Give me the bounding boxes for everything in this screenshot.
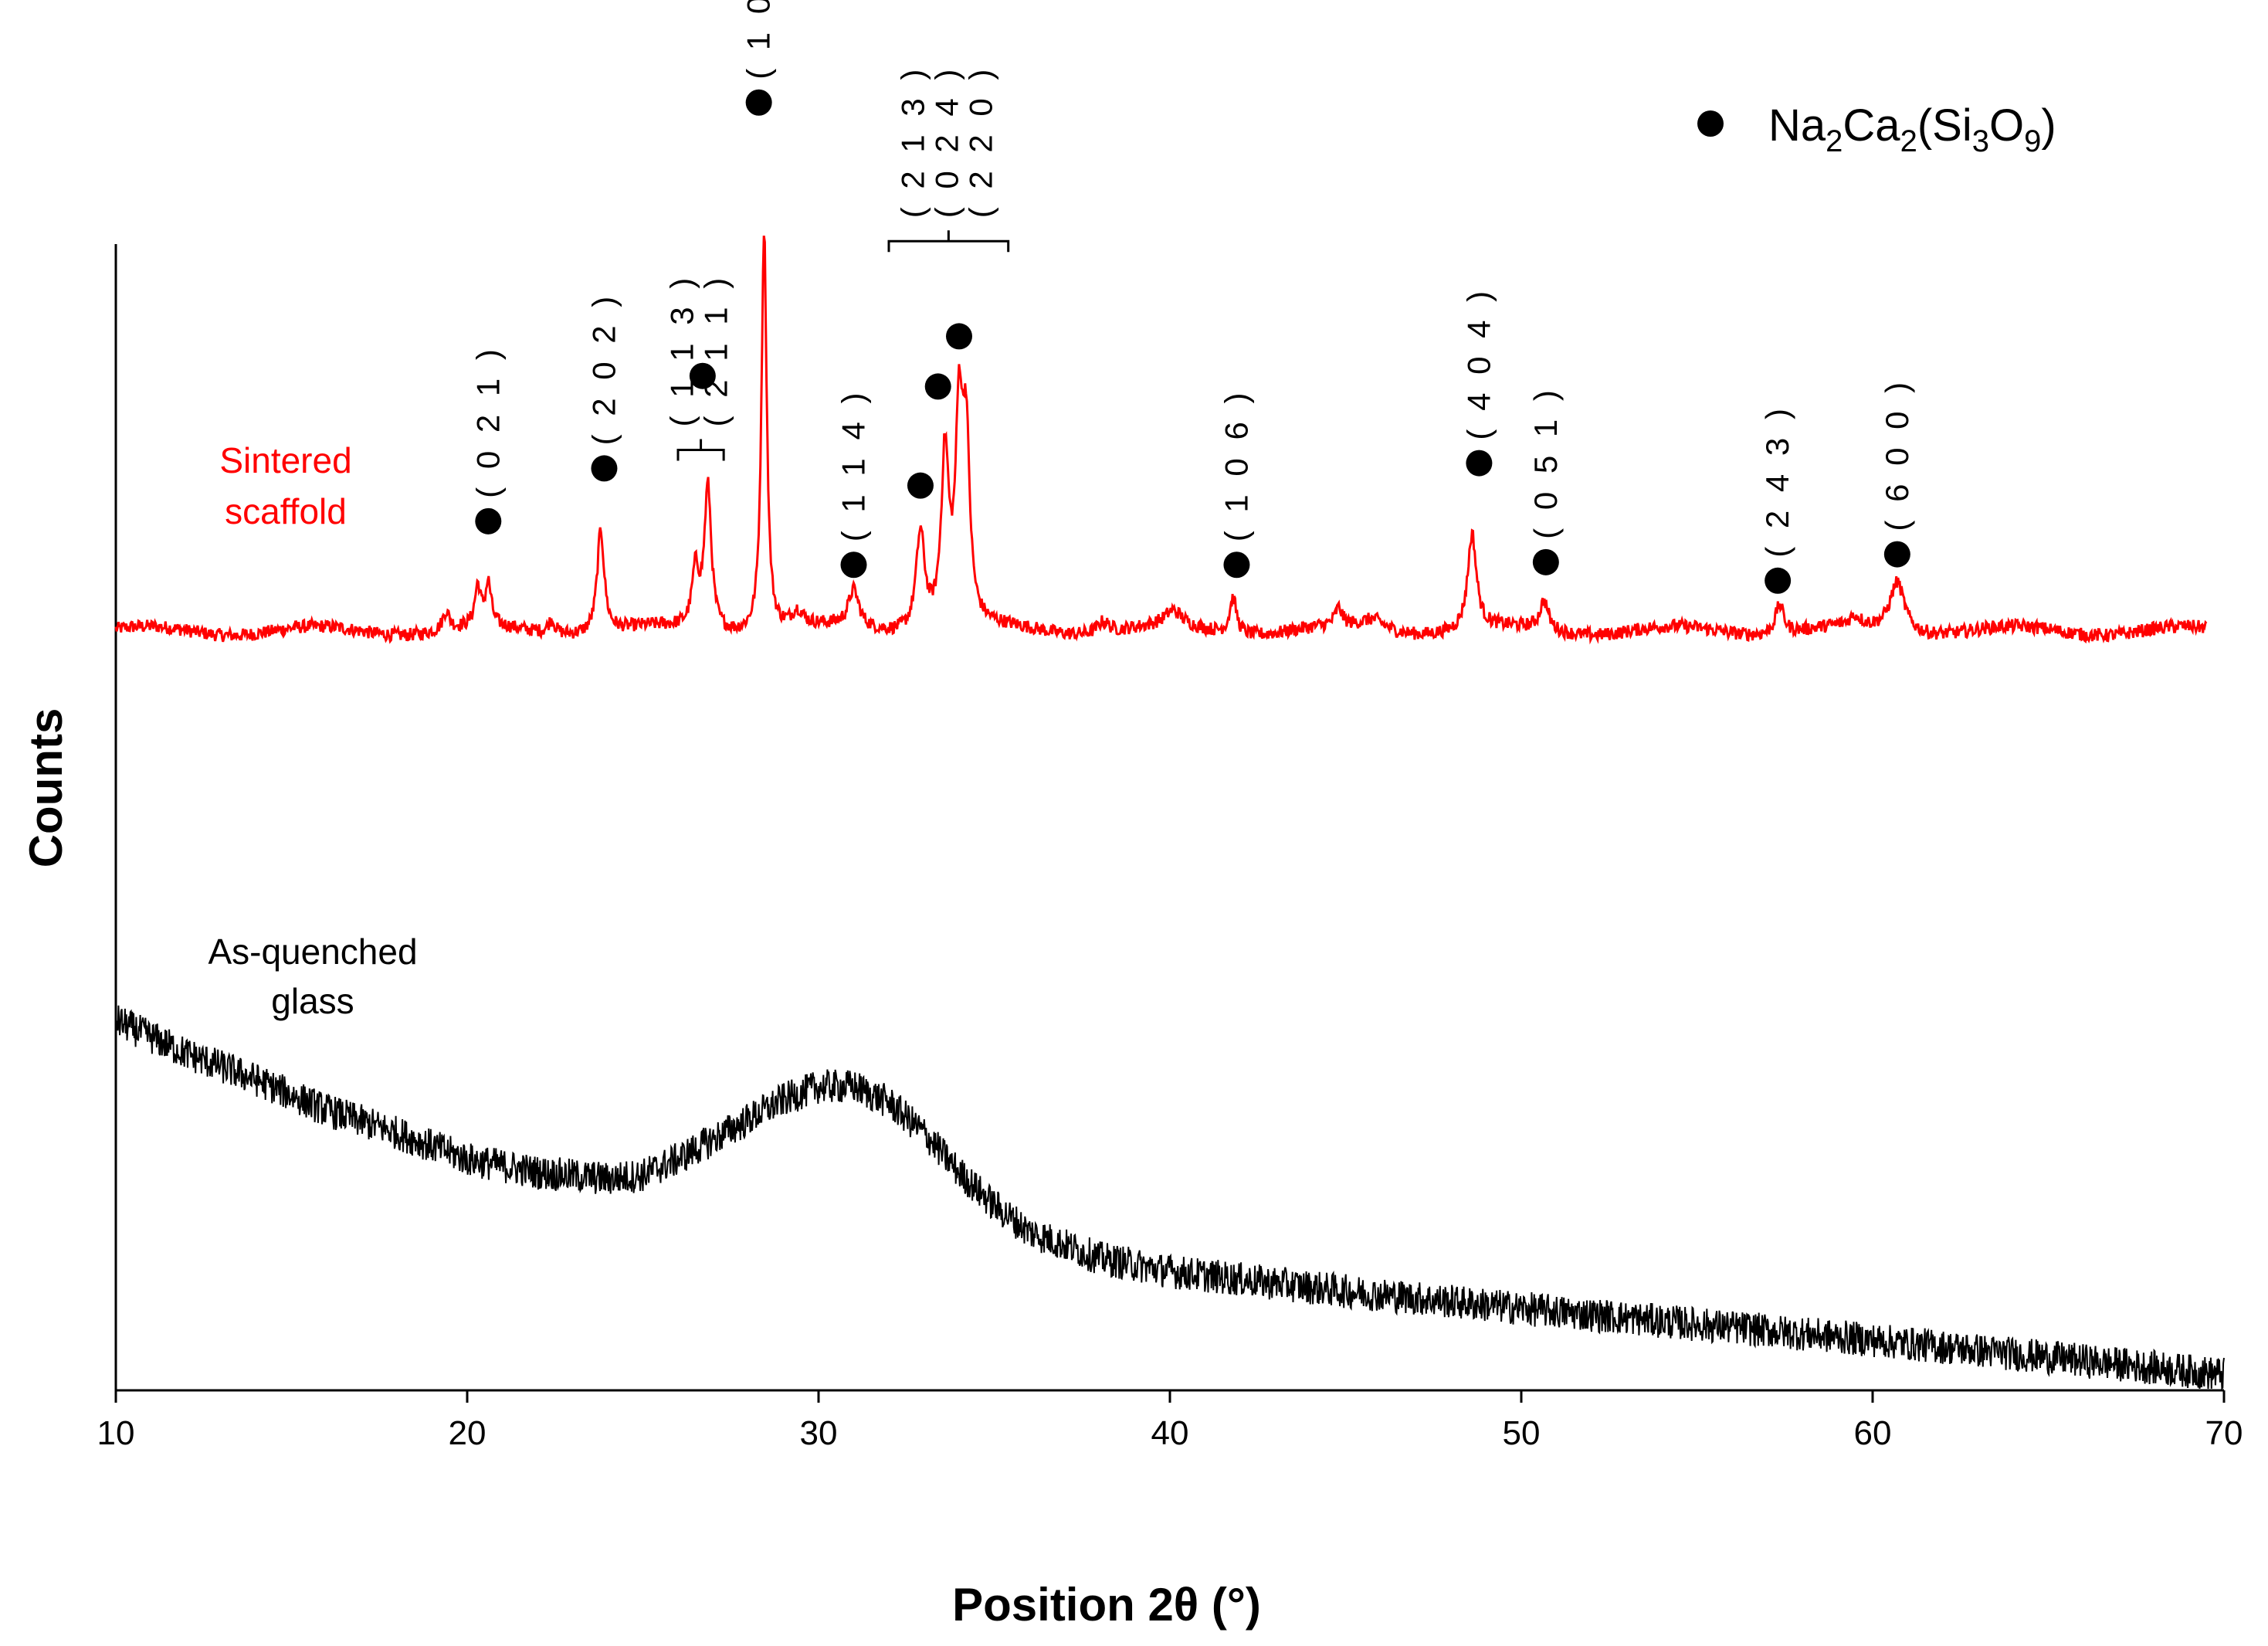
hkl-label: ( 6 0 0 )	[1879, 378, 1915, 531]
hkl-label: ( 0 5 1 )	[1527, 385, 1564, 539]
peak-group-bracket	[887, 230, 1010, 253]
x-tick-label: 20	[449, 1414, 486, 1452]
series-line-as-quenched-glass	[115, 1005, 2225, 1391]
series-label-glass: glass	[271, 981, 354, 1021]
hkl-label: ( 4 0 4 )	[1460, 287, 1497, 440]
peak-marker-dot	[840, 551, 867, 579]
x-tick-label: 40	[1151, 1414, 1189, 1452]
hkl-label: ( 0 2 1 )	[470, 344, 506, 498]
x-ticks: 10 20 30 40 50 60 70	[97, 1390, 2243, 1452]
hkl-label: ( 2 1 1 )	[698, 273, 734, 427]
peak-marker-dot	[924, 373, 951, 400]
peak-marker-dot	[689, 362, 716, 389]
legend-label: Na2Ca2(Si3O9)	[1768, 100, 2056, 158]
x-tick-label: 60	[1854, 1414, 1892, 1452]
peak-annotations: ( 0 2 1 ) ( 2 0 2 ) ( 1 1 3 )( 2 1 1 ) ( 1 …	[470, 0, 1915, 594]
series-label-sintered: Sintered	[219, 440, 351, 480]
peak-marker-dot	[907, 472, 934, 499]
hkl-label: ( 1 0 6 )	[1218, 389, 1254, 542]
peak-marker-dot	[1223, 551, 1250, 579]
peak-marker-dot	[946, 323, 972, 350]
peak-marker-dot	[591, 455, 618, 482]
hkl-label: ( 1 1 4 )	[836, 389, 872, 542]
hkl-label: ( 0 2 4 )	[928, 65, 964, 219]
y-axis-title: Counts	[20, 708, 72, 868]
hkl-label: ( 2 0 2 )	[585, 292, 622, 446]
legend: Na2Ca2(Si3O9)	[1697, 100, 2056, 158]
x-tick-label: 10	[97, 1414, 135, 1452]
peak-marker-dot	[1466, 450, 1493, 477]
series-label-sintered: scaffold	[225, 491, 347, 531]
peak-marker-dot	[745, 89, 772, 116]
hkl-label: ( 2 2 0 )	[962, 65, 998, 219]
legend-marker-dot	[1697, 110, 1724, 137]
x-axis-title: Position 2θ (°)	[952, 1579, 1261, 1631]
x-tick-label: 50	[1503, 1414, 1541, 1452]
peak-marker-dot	[1883, 541, 1910, 568]
series-label-glass: As-quenched	[208, 932, 417, 972]
hkl-label: ( 2 4 3 )	[1759, 404, 1795, 558]
series-line-sintered-scaffold	[114, 235, 2208, 645]
hkl-label: ( 2 1 3 )	[894, 65, 931, 219]
peak-marker-dot	[1532, 548, 1559, 575]
x-tick-label: 70	[2205, 1414, 2243, 1452]
x-tick-label: 30	[800, 1414, 838, 1452]
peak-group-bracket	[676, 439, 725, 461]
hkl-label: ( 1 0 4 )	[741, 0, 777, 80]
hkl-label: ( 1 1 3 )	[664, 273, 700, 427]
peak-marker-dot	[475, 507, 502, 535]
peak-marker-dot	[1765, 567, 1792, 594]
